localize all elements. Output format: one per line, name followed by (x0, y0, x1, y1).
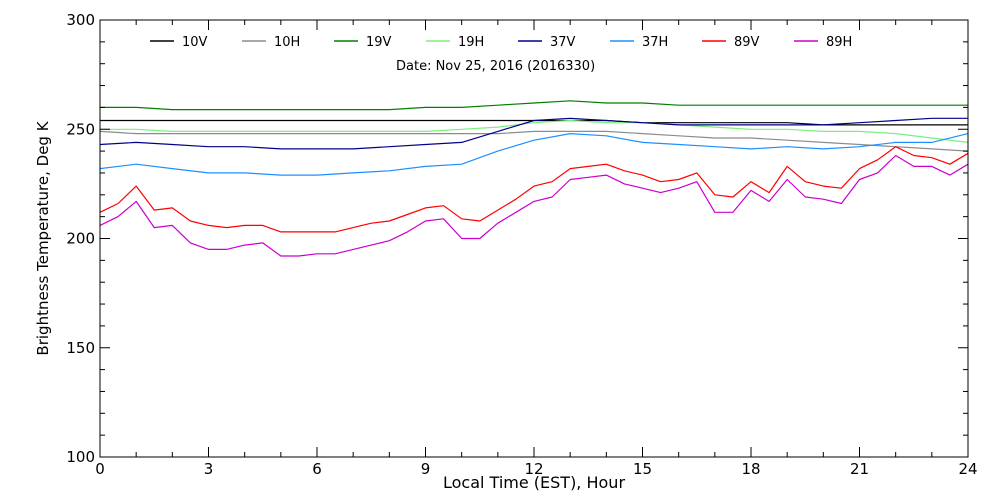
legend-label-10h: 10H (274, 35, 300, 50)
x-tick-label: 0 (95, 460, 105, 478)
legend-label-89v: 89V (734, 35, 760, 50)
legend-label-19v: 19V (366, 35, 392, 50)
y-tick-label: 200 (66, 230, 95, 248)
x-tick-label: 12 (524, 460, 543, 478)
x-tick-label: 3 (204, 460, 214, 478)
y-tick-label: 300 (66, 11, 95, 29)
legend-label-89h: 89H (826, 35, 852, 50)
legend: 10V 10H 19V 19H 37V 37H 89V 89H (150, 35, 852, 50)
x-tick-label: 24 (958, 460, 977, 478)
series-line-19h (100, 119, 969, 143)
x-axis-label: Local Time (EST), Hour (443, 473, 625, 492)
axis-ticks (99, 19, 969, 458)
series-line-37v (99, 117, 968, 150)
axis-tick-labels: 0 3 6 9 12 15 18 21 24 100 150 200 250 300 (66, 11, 977, 478)
date-annotation: Date: Nov 25, 2016 (2016330) (396, 59, 595, 74)
series-line-10h (99, 130, 969, 152)
x-tick-label: 21 (850, 460, 869, 478)
y-tick-label: 150 (66, 339, 95, 357)
x-tick-label: 9 (421, 460, 431, 478)
plot-frame (99, 19, 969, 458)
series-line-89h (99, 154, 969, 257)
legend-label-19h: 19H (458, 35, 484, 50)
series-line-89v (99, 146, 969, 233)
x-tick-label: 6 (312, 460, 322, 478)
legend-label-37v: 37V (550, 35, 576, 50)
y-axis-label: Brightness Temperature, Deg K (34, 120, 52, 355)
legend-label-37h: 37H (642, 35, 668, 50)
x-tick-label: 15 (633, 460, 652, 478)
series-line-19v (100, 100, 968, 111)
y-tick-label: 250 (66, 120, 95, 138)
series-line-37h (99, 133, 969, 176)
y-tick-label: 100 (66, 448, 95, 466)
x-tick-label: 18 (741, 460, 760, 478)
legend-label-10v: 10V (182, 35, 208, 50)
plot-area (99, 100, 969, 257)
